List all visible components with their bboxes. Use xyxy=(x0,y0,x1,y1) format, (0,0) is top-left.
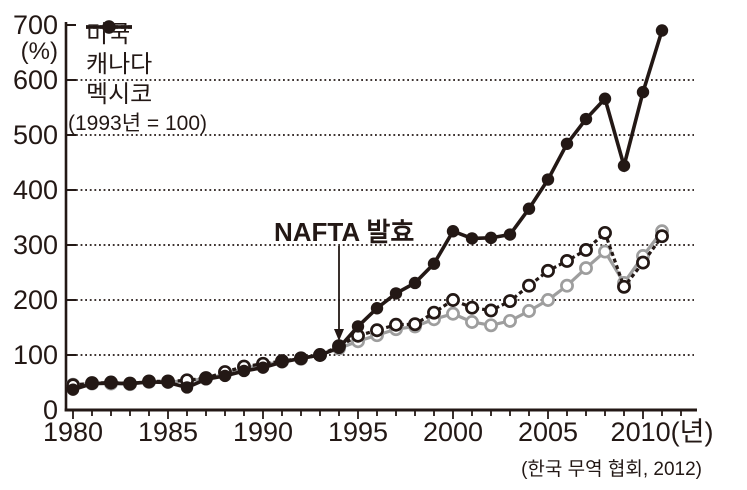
series-line-canada xyxy=(72,230,664,387)
data-point-mexico xyxy=(389,287,403,300)
data-point-mexico xyxy=(541,173,555,186)
data-point-mexico xyxy=(85,377,99,390)
series-canada xyxy=(66,225,669,393)
x-tick-label: 1995 xyxy=(328,417,388,447)
data-point-mexico xyxy=(237,364,251,378)
data-point-usa xyxy=(560,278,574,293)
data-point-mexico xyxy=(351,320,365,333)
legend-item-mexico: 멕시코 xyxy=(86,21,153,110)
data-point-mexico xyxy=(522,202,536,215)
data-point-mexico xyxy=(142,375,156,389)
data-point-mexico xyxy=(427,257,441,270)
x-axis-labels: 1980 1985 1990 1995 2000 2005 2010(년) xyxy=(43,417,713,447)
series-line-mexico xyxy=(72,29,664,392)
data-point-mexico xyxy=(636,85,650,99)
data-point-canada xyxy=(370,323,384,338)
data-point-mexico xyxy=(503,228,517,241)
data-point-canada xyxy=(560,254,574,268)
data-point-canada xyxy=(503,294,517,309)
data-point-mexico xyxy=(313,348,327,362)
data-point-mexico xyxy=(218,369,232,383)
data-point-mexico xyxy=(275,355,289,369)
data-point-mexico xyxy=(655,24,669,37)
data-point-mexico xyxy=(408,276,422,290)
data-point-usa xyxy=(484,318,498,333)
data-point-canada xyxy=(617,279,631,294)
y-tick-label: 400 xyxy=(13,175,58,205)
data-point-canada xyxy=(541,263,555,278)
data-point-mexico xyxy=(465,232,479,245)
y-tick-label: 700 xyxy=(13,10,58,40)
data-point-usa xyxy=(541,293,555,307)
x-tick-label: 1980 xyxy=(43,417,103,447)
data-point-mexico xyxy=(370,302,384,315)
x-tick-label: 1990 xyxy=(233,417,293,447)
nafta-annotation: NAFTA 발효 xyxy=(274,217,415,247)
data-point-mexico xyxy=(161,376,175,389)
data-point-usa xyxy=(598,244,612,259)
legend-item-canada: 캐나다 xyxy=(86,20,153,80)
y-axis-labels: 0 100 200 300 400 500 600 700(%) xyxy=(13,10,58,425)
data-point-usa xyxy=(503,313,517,328)
x-tick-label: 2005 xyxy=(518,417,578,447)
data-point-mexico xyxy=(180,381,194,394)
series-mexico xyxy=(66,24,669,396)
data-point-mexico xyxy=(332,341,346,355)
data-point-canada xyxy=(579,242,593,257)
index-base-note: (1993년 = 100) xyxy=(68,112,207,135)
chart-legend: 미국 캐나다 멕시코 xyxy=(86,20,152,110)
data-point-canada xyxy=(389,317,403,332)
y-tick-label: 300 xyxy=(13,230,58,260)
y-tick-label: 500 xyxy=(13,120,58,150)
data-point-mexico xyxy=(446,225,460,238)
nafta-arrow xyxy=(334,246,344,341)
data-point-usa xyxy=(446,306,460,321)
mexico-line-marker-icon xyxy=(86,21,132,33)
data-point-canada xyxy=(408,317,422,332)
y-tick-label: 200 xyxy=(13,285,58,315)
series-usa xyxy=(66,224,669,392)
series-line-usa xyxy=(72,230,664,387)
data-point-mexico xyxy=(294,352,308,365)
data-point-mexico xyxy=(104,376,118,390)
data-point-canada xyxy=(655,229,669,244)
data-point-canada xyxy=(598,225,612,240)
data-point-mexico xyxy=(598,92,612,105)
legend-label-canada: 캐나다 xyxy=(86,51,153,78)
x-tick-label: 2010(년) xyxy=(611,417,714,447)
data-point-usa xyxy=(465,315,479,329)
data-point-mexico xyxy=(66,383,80,396)
y-tick-label: 600 xyxy=(13,65,58,95)
y-axis-unit: (%) xyxy=(21,38,58,65)
data-point-canada xyxy=(446,293,460,307)
x-tick-label: 2000 xyxy=(423,417,483,447)
data-point-mexico xyxy=(617,159,631,172)
data-point-canada xyxy=(465,300,479,315)
data-point-mexico xyxy=(579,112,593,126)
y-tick-label: 0 xyxy=(43,395,58,425)
data-point-canada xyxy=(636,255,650,270)
data-point-canada xyxy=(522,278,536,293)
data-point-mexico xyxy=(199,373,213,386)
data-point-usa xyxy=(522,304,536,318)
x-tick-label: 1985 xyxy=(138,417,198,447)
data-point-mexico xyxy=(123,377,137,390)
source-credit: (한국 무역 협회, 2012) xyxy=(521,459,702,480)
y-tick-label: 100 xyxy=(13,340,58,370)
data-point-mexico xyxy=(484,231,498,245)
data-point-usa xyxy=(579,261,593,276)
data-point-mexico xyxy=(560,137,574,150)
legend-label-mexico: 멕시코 xyxy=(86,81,153,108)
data-point-canada xyxy=(484,303,498,318)
data-point-mexico xyxy=(256,361,270,374)
axes xyxy=(64,22,697,412)
data-point-canada xyxy=(427,305,441,320)
